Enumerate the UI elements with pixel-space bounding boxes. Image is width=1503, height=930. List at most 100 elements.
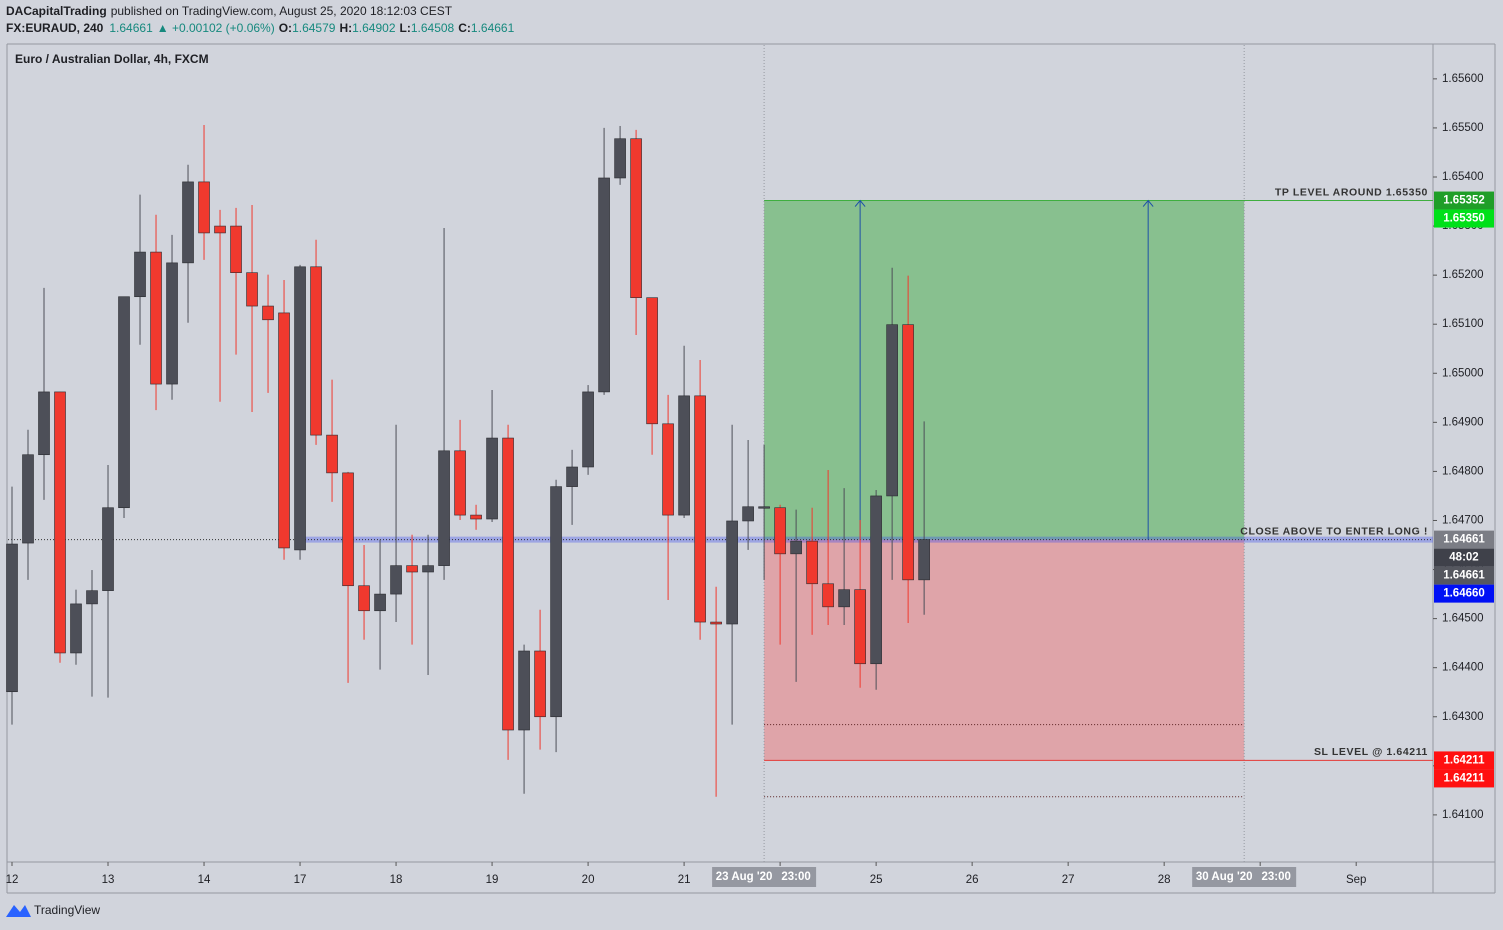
candle-body	[70, 603, 82, 654]
candle-body	[726, 520, 738, 625]
candle-body	[582, 391, 594, 468]
candle-body	[502, 437, 514, 731]
candle-body	[278, 312, 290, 549]
price-box	[1434, 566, 1494, 585]
x-tick-label: 17	[294, 874, 307, 886]
price-box	[1434, 191, 1494, 210]
candle-body	[38, 391, 50, 456]
price-box	[1434, 751, 1494, 770]
header-line: DACapitalTrading published on TradingView…	[6, 4, 453, 18]
candle-body	[758, 506, 770, 509]
ohlc-label: H:	[339, 21, 352, 35]
change: ▲ +0.00102 (+0.06%)	[157, 21, 275, 35]
candle-body	[150, 251, 162, 385]
candle-body	[454, 450, 466, 516]
price-box	[1434, 584, 1494, 603]
position-label: SL LEVEL @ 1.64211	[1314, 746, 1428, 758]
candle-body	[86, 590, 98, 605]
arrow-head	[1142, 199, 1154, 207]
candle-body	[230, 225, 242, 273]
candle-body	[422, 565, 434, 573]
published: published on TradingView.com, August 25,…	[111, 4, 453, 18]
arrow-head	[854, 199, 866, 207]
candle-body	[486, 437, 498, 520]
y-tick-label: 1.65400	[1442, 171, 1484, 183]
price-box	[1434, 548, 1494, 567]
candle-body	[198, 181, 210, 234]
candle-body	[406, 565, 418, 573]
price-box-label: 48:02	[1449, 552, 1478, 564]
ohlc-value: 1.64902	[352, 21, 396, 35]
y-tick-label: 1.65200	[1442, 269, 1484, 281]
candle-body	[22, 454, 34, 544]
ohlc-value: 1.64579	[292, 21, 336, 35]
candle-body	[630, 138, 642, 299]
x-tick-label: 26	[966, 874, 979, 886]
y-tick-label: 1.64100	[1442, 809, 1484, 821]
candle-body	[118, 296, 130, 509]
candle-body	[598, 177, 610, 393]
candle-body	[678, 395, 690, 516]
time-label: 23:00	[1261, 871, 1290, 883]
candle-body	[342, 472, 354, 587]
price-box-label: 1.64661	[1443, 570, 1485, 582]
candle-body	[822, 583, 834, 608]
plot: TP LEVEL AROUND 1.65350 CLOSE ABOVE TO EN…	[6, 45, 1494, 887]
y-tick-label: 1.65100	[1442, 318, 1484, 330]
ohlc-label: O:	[279, 21, 292, 35]
candle-body	[374, 593, 386, 612]
candle-body	[646, 297, 658, 425]
target-zone	[764, 200, 1245, 540]
candle-body	[710, 621, 722, 625]
candle-body	[182, 181, 194, 264]
candle-body	[774, 507, 786, 555]
candle-body	[358, 585, 370, 612]
price: 1.64661	[109, 21, 153, 35]
ohlc-label: L:	[400, 21, 411, 35]
x-tick-label: 14	[198, 874, 211, 886]
candle-body	[918, 539, 930, 581]
candle-body	[438, 450, 450, 566]
candle-body	[694, 395, 706, 623]
candle-body	[310, 266, 322, 436]
candle-body	[518, 650, 530, 731]
x-tick-label: Sep	[1346, 874, 1366, 886]
candle-body	[102, 507, 114, 591]
y-tick-label: 1.64300	[1442, 711, 1484, 723]
candle-body	[166, 262, 178, 385]
candle-body	[886, 324, 898, 497]
candle-body	[246, 272, 258, 307]
y-tick-label: 1.64400	[1442, 662, 1484, 674]
x-tick-label: 19	[486, 874, 499, 886]
x-tick-label: 25	[870, 874, 883, 886]
header-line: FX:EURAUD, 240 1.64661 ▲ +0.00102 (+0.06%)…	[6, 21, 515, 35]
x-tick-label: 20	[582, 874, 595, 886]
chart-title: Euro / Australian Dollar, 4h, FXCM	[15, 52, 209, 66]
candle-body	[662, 423, 674, 516]
stop-zone	[764, 539, 1245, 761]
position-label: TP LEVEL AROUND 1.65350	[1275, 186, 1428, 198]
date-box	[712, 867, 817, 887]
price-box-label: 1.64660	[1443, 588, 1485, 600]
candle-body	[902, 324, 914, 581]
price-box-label: 1.64211	[1444, 754, 1486, 766]
candle-body	[806, 540, 818, 585]
candle-body	[742, 506, 754, 522]
candle-body	[614, 138, 626, 179]
ohlc-value: 1.64661	[471, 21, 515, 35]
candle-body	[870, 495, 882, 665]
price-box-label: 1.64211	[1444, 772, 1486, 784]
candle-body	[262, 305, 274, 321]
candle-body	[214, 225, 226, 234]
brand: TradingView	[34, 903, 100, 917]
x-tick-label: 28	[1158, 874, 1171, 886]
x-tick-label: 27	[1062, 874, 1075, 886]
candle-body	[854, 589, 866, 665]
candle-body	[534, 650, 546, 718]
brand-logo	[6, 905, 31, 917]
x-tick-label: 18	[390, 874, 403, 886]
x-tick-label: 13	[102, 874, 115, 886]
date-box	[1192, 867, 1297, 887]
